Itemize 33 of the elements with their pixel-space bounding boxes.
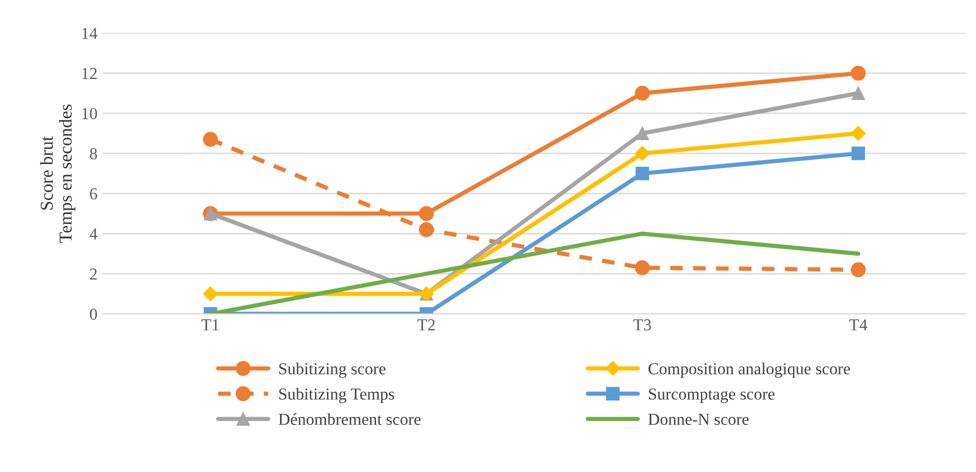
point [418, 206, 434, 222]
y-tick-label: 8 [90, 148, 97, 160]
y-tick-label: 12 [82, 68, 97, 79]
y-tick-label: 10 [82, 108, 97, 120]
x-tick-label: T1 [201, 319, 219, 330]
point [852, 86, 866, 100]
y-tick-label: 14 [82, 28, 98, 39]
legend-label: Subitizing score [279, 362, 386, 378]
legend-label: Surcomptage score [648, 388, 775, 404]
y-tick-label: 6 [90, 188, 98, 200]
y-tick-label: 2 [90, 268, 97, 280]
point [634, 146, 650, 161]
legend-label: Subitizing Temps [279, 388, 394, 404]
legend-label: Donne-N score [648, 414, 749, 425]
legend-label: Composition analogique score [648, 362, 850, 378]
point [636, 126, 650, 140]
point [636, 166, 650, 180]
point [850, 66, 866, 81]
y-axis-title: Score brut Temps en secondes [40, 104, 76, 243]
y-tick-label: 0 [90, 308, 97, 320]
point [852, 146, 866, 160]
legend-label: Dénombrement score [278, 413, 421, 425]
point [850, 126, 866, 141]
point [634, 260, 650, 276]
point [202, 132, 218, 147]
point [203, 286, 218, 302]
point [418, 222, 434, 238]
x-tick-label: T4 [849, 319, 868, 330]
point [850, 262, 866, 278]
x-tick-label: T3 [633, 319, 651, 330]
point [634, 86, 650, 101]
x-tick-label: T2 [417, 319, 435, 330]
y-tick-label: 4 [90, 228, 98, 240]
